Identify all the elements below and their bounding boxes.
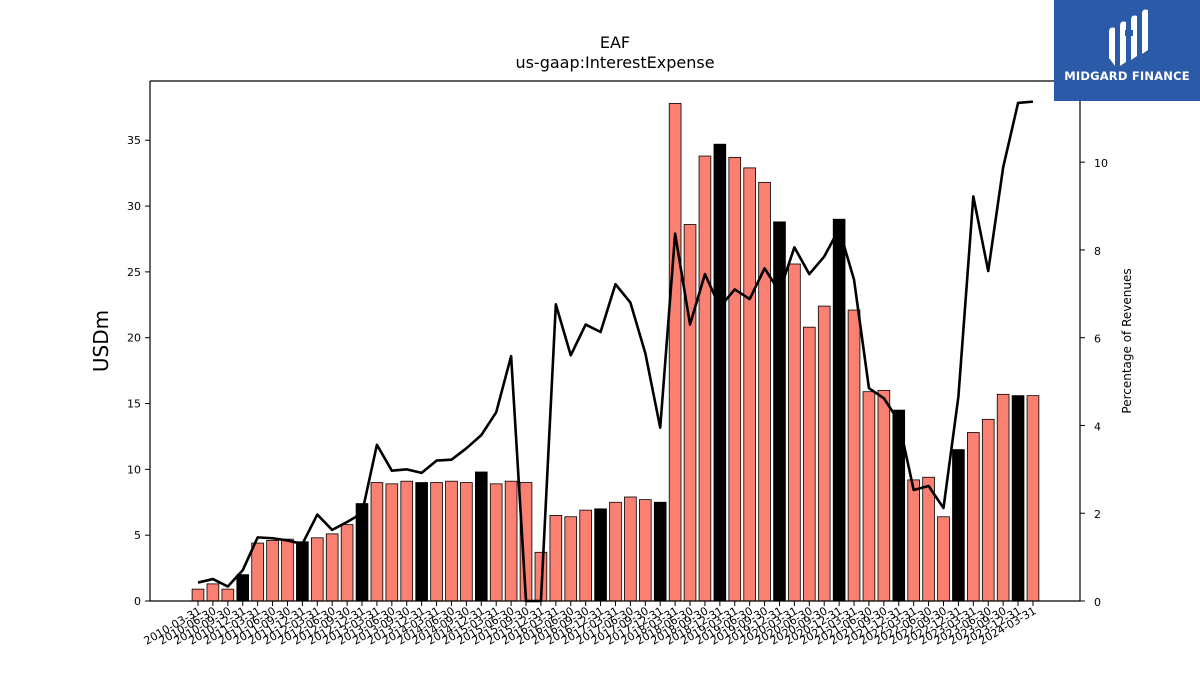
y2-axis-label: Percentage of Revenues bbox=[1120, 268, 1134, 413]
bar bbox=[937, 516, 950, 602]
right-y-axis: 0 2 4 6 8 10 bbox=[1080, 157, 1108, 609]
bar bbox=[355, 503, 369, 602]
y-tick-label: 15 bbox=[127, 398, 141, 411]
bar bbox=[922, 476, 935, 602]
logo-mark-icon bbox=[1109, 9, 1148, 66]
bar bbox=[564, 516, 578, 602]
bar bbox=[788, 263, 801, 602]
y-axis-label: USDm bbox=[89, 310, 113, 372]
y2-tick-label: 0 bbox=[1094, 596, 1101, 609]
y-tick-label: 0 bbox=[134, 595, 141, 608]
bar bbox=[385, 483, 399, 602]
bar bbox=[624, 496, 637, 602]
bar bbox=[609, 501, 622, 602]
bar bbox=[325, 533, 339, 602]
x-axis: 2010-03-312010-06-302010-09-302010-12-31… bbox=[142, 601, 1038, 648]
bar bbox=[907, 479, 920, 602]
bar bbox=[400, 480, 414, 602]
bar bbox=[504, 480, 518, 602]
bar bbox=[981, 418, 995, 602]
bar bbox=[728, 156, 742, 602]
bar bbox=[251, 542, 264, 602]
bar bbox=[817, 305, 831, 602]
bar bbox=[803, 326, 816, 602]
bar bbox=[191, 588, 205, 602]
bar bbox=[310, 537, 324, 602]
bar bbox=[281, 538, 294, 602]
bar bbox=[877, 389, 891, 602]
y2-tick-label: 6 bbox=[1094, 333, 1101, 346]
y-tick-label: 20 bbox=[127, 332, 141, 345]
logo-text: MIDGARD FINANCE bbox=[1064, 69, 1190, 83]
bar bbox=[1026, 395, 1040, 602]
bar bbox=[847, 309, 861, 602]
bar bbox=[549, 515, 563, 602]
bar bbox=[370, 482, 384, 602]
bar bbox=[415, 482, 428, 602]
bar bbox=[221, 588, 235, 602]
y-tick-label: 35 bbox=[127, 134, 141, 147]
bar bbox=[445, 480, 458, 602]
bar bbox=[296, 541, 309, 602]
y-tick-label: 25 bbox=[127, 266, 141, 279]
bar bbox=[743, 167, 756, 602]
bar bbox=[653, 501, 667, 602]
bar bbox=[967, 432, 980, 602]
bar bbox=[996, 393, 1010, 602]
bar bbox=[698, 155, 712, 602]
bar bbox=[430, 482, 443, 602]
y-tick-label: 30 bbox=[127, 200, 141, 213]
bar bbox=[758, 181, 771, 602]
line-series bbox=[197, 100, 1034, 603]
bar bbox=[474, 471, 488, 602]
bar bbox=[489, 483, 503, 602]
y-tick-label: 5 bbox=[134, 529, 141, 542]
chart-subtitle: us-gaap:InterestExpense bbox=[515, 53, 714, 72]
bar bbox=[460, 482, 473, 602]
brand-logo: MIDGARD FINANCE bbox=[1054, 0, 1200, 101]
bar bbox=[713, 143, 727, 602]
y-tick-label: 10 bbox=[127, 463, 141, 476]
bar bbox=[668, 102, 682, 602]
bar bbox=[952, 449, 965, 602]
bar bbox=[1011, 395, 1025, 602]
left-y-axis: 0 5 10 15 20 25 30 35 bbox=[127, 134, 150, 608]
bar bbox=[206, 583, 220, 602]
y2-tick-label: 10 bbox=[1094, 157, 1108, 170]
bar bbox=[594, 508, 607, 602]
bar-series bbox=[191, 102, 1040, 602]
chart-title: EAF bbox=[600, 33, 630, 52]
bar bbox=[832, 218, 846, 602]
bar bbox=[862, 391, 876, 602]
bar bbox=[266, 540, 279, 602]
y2-tick-label: 2 bbox=[1094, 508, 1101, 521]
y2-tick-label: 4 bbox=[1094, 420, 1101, 433]
bar bbox=[683, 224, 697, 602]
bar bbox=[340, 524, 354, 602]
bar bbox=[579, 509, 592, 602]
bar bbox=[236, 574, 250, 602]
bar bbox=[639, 499, 652, 602]
percentage-line bbox=[197, 100, 1034, 603]
y2-tick-label: 8 bbox=[1094, 245, 1101, 258]
